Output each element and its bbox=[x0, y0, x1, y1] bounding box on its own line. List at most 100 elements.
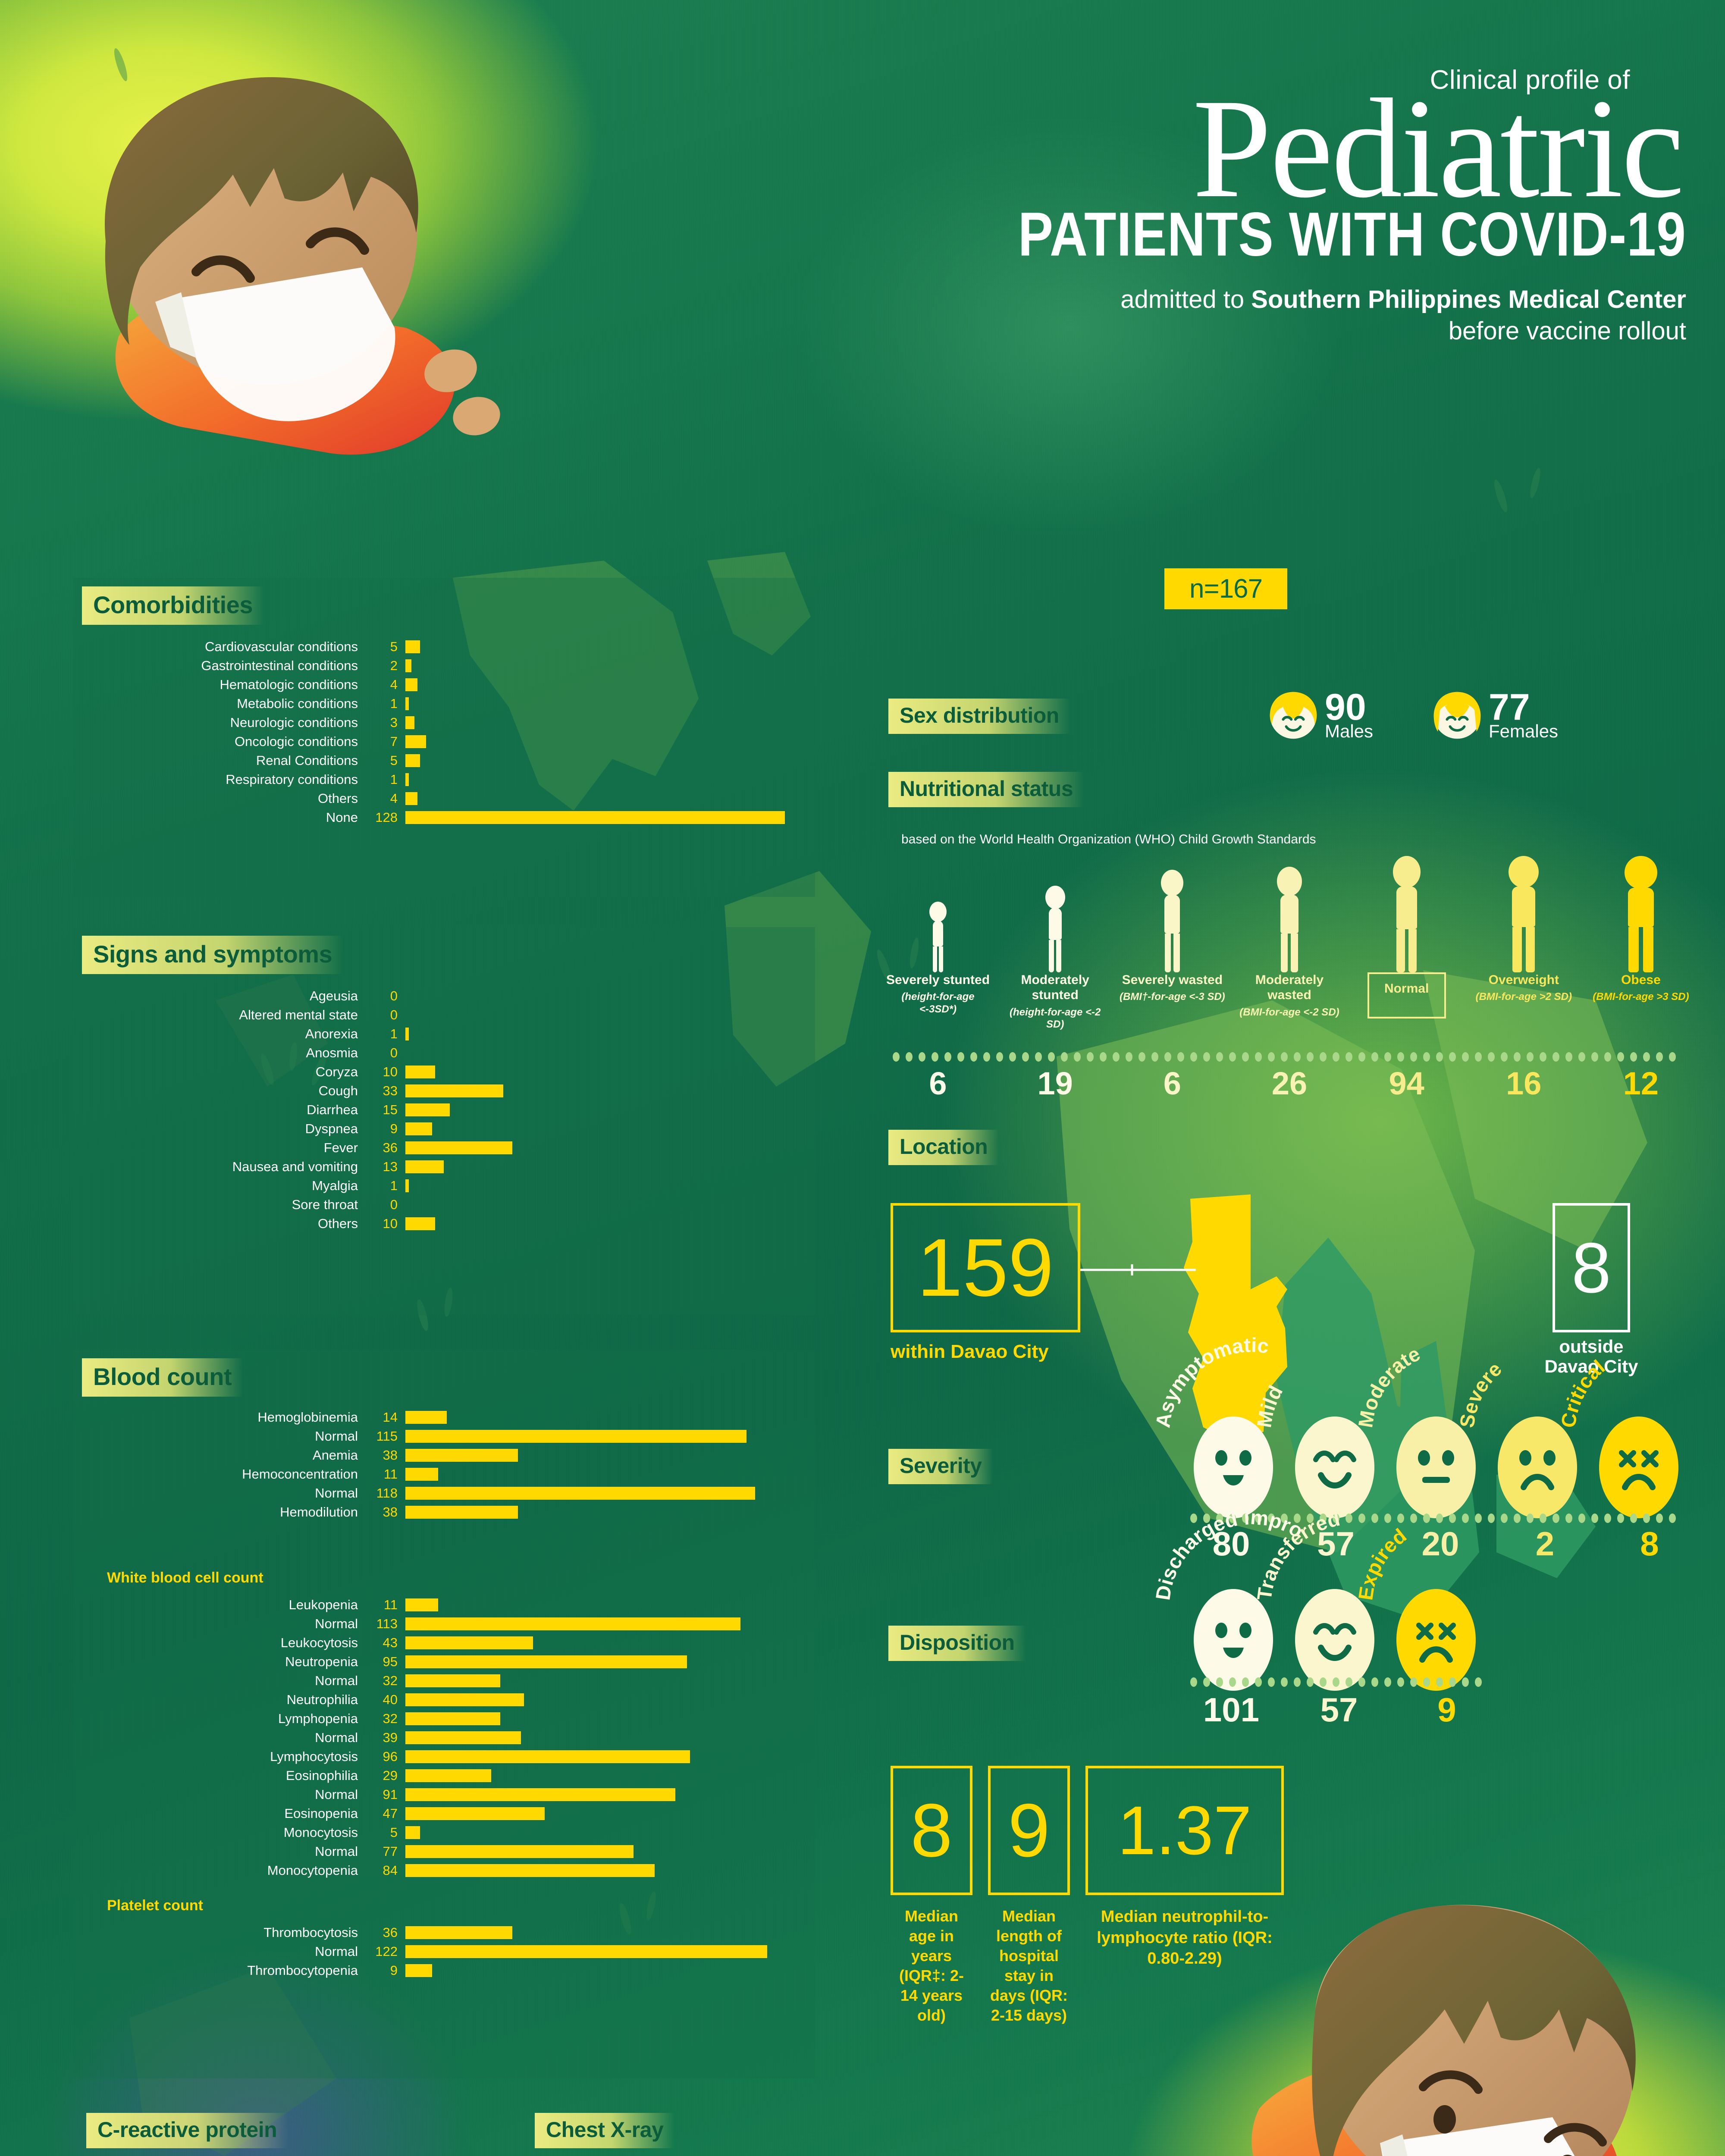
row-label: Others bbox=[317, 791, 358, 806]
data-row: Lymphocytosis 96 bbox=[82, 1747, 815, 1766]
divider-dot bbox=[1255, 1677, 1262, 1687]
nutrition-heading-wrap: Nutritional status bbox=[888, 772, 1085, 807]
svg-text:Expired: Expired bbox=[1354, 1524, 1411, 1601]
data-row: Leukocytosis 43 bbox=[82, 1633, 815, 1652]
nutrition-label: Severely stunted (height-for-age <-3SD*) bbox=[884, 972, 992, 1015]
comorbidities-list: Cardiovascular conditions 5 Gastrointestin… bbox=[82, 637, 815, 827]
row-label: Monocytosis bbox=[283, 1825, 358, 1840]
data-row: Ageusia 0 bbox=[82, 987, 815, 1006]
severity-heading: Severity bbox=[888, 1449, 993, 1484]
location-outside-label-1: outside bbox=[1559, 1336, 1624, 1357]
divider-dot bbox=[1578, 1514, 1585, 1523]
page-subtitle: PATIENTS WITH COVID-19 bbox=[1018, 199, 1686, 269]
divider-dot bbox=[1617, 1514, 1624, 1523]
row-value: 38 bbox=[383, 1448, 398, 1463]
row-bar-track bbox=[405, 1006, 785, 1025]
divider-dot bbox=[996, 1052, 1003, 1062]
divider-dot bbox=[1022, 1052, 1029, 1062]
row-bar-track bbox=[405, 808, 785, 827]
data-row: Normal 122 bbox=[82, 1942, 815, 1961]
row-value: 43 bbox=[383, 1635, 398, 1650]
row-bar-track bbox=[405, 1690, 785, 1709]
divider-dot bbox=[1294, 1677, 1301, 1687]
sex-heading-wrap: Sex distribution bbox=[888, 699, 1070, 734]
location-outside-label-2: Davao City bbox=[1544, 1356, 1638, 1377]
row-label: Gastrointestinal conditions bbox=[201, 658, 358, 673]
header-block: Clinical profile of Pediatric PATIENTS W… bbox=[496, 65, 1686, 345]
nutrition-label-name: Overweight bbox=[1488, 973, 1559, 987]
row-value: 36 bbox=[383, 1925, 398, 1940]
row-value: 13 bbox=[383, 1159, 398, 1174]
row-bar-track bbox=[405, 1633, 785, 1652]
row-label: Monocytopenia bbox=[267, 1863, 358, 1878]
row-bar bbox=[405, 1217, 435, 1230]
row-bar bbox=[405, 1598, 438, 1611]
divider-dot bbox=[906, 1052, 913, 1062]
location-within-label: within Davao City bbox=[891, 1341, 1049, 1362]
nutrition-person-figure bbox=[1127, 856, 1217, 972]
blood-heading: Blood count bbox=[82, 1358, 243, 1397]
median-value-box: 8 bbox=[891, 1766, 972, 1895]
location-heading-wrap: Location bbox=[888, 1130, 999, 1165]
median-stats: 8 Median age in years (IQR‡: 2-14 years o… bbox=[891, 1766, 1425, 2025]
divider-dot bbox=[1578, 1052, 1585, 1062]
divider-dot bbox=[932, 1052, 938, 1062]
divider-dot bbox=[1397, 1677, 1404, 1687]
row-bar bbox=[405, 1084, 503, 1097]
location-within-value: 159 bbox=[917, 1222, 1054, 1313]
row-label: Renal Conditions bbox=[256, 753, 358, 768]
data-row: Monocytosis 5 bbox=[82, 1823, 815, 1842]
data-row: Normal 39 bbox=[82, 1728, 815, 1747]
row-bar bbox=[405, 1845, 634, 1858]
divider-dot bbox=[1630, 1514, 1637, 1523]
row-value: 36 bbox=[383, 1140, 398, 1155]
severity-item: Critical bbox=[1556, 1355, 1682, 1522]
row-label: Anemia bbox=[312, 1448, 358, 1463]
divider-dot bbox=[1630, 1052, 1637, 1062]
data-row: Neutrophilia 40 bbox=[82, 1690, 815, 1709]
row-label: Lymphocytosis bbox=[270, 1749, 358, 1764]
severity-face-icon bbox=[1599, 1416, 1678, 1518]
row-label: Thrombocytopenia bbox=[247, 1963, 358, 1978]
row-label: Cardiovascular conditions bbox=[205, 639, 358, 654]
disposition-divider-dots bbox=[1190, 1677, 1492, 1687]
divider-dot bbox=[944, 1052, 951, 1062]
data-row: Normal 115 bbox=[82, 1427, 815, 1446]
median-value: 8 bbox=[910, 1788, 953, 1873]
data-row: Altered mental state 0 bbox=[82, 1006, 815, 1025]
row-value: 118 bbox=[376, 1485, 398, 1501]
platelet-subheading: Platelet count bbox=[107, 1897, 203, 1914]
svg-text:Moderate: Moderate bbox=[1354, 1342, 1424, 1429]
location-heading: Location bbox=[888, 1130, 999, 1165]
divider-dot bbox=[1656, 1514, 1663, 1523]
row-bar bbox=[405, 1926, 512, 1939]
row-bar bbox=[405, 1769, 492, 1782]
row-label: Leukocytosis bbox=[280, 1635, 358, 1650]
header-line3: admitted to Southern Philippines Medical… bbox=[496, 285, 1686, 314]
row-bar-track bbox=[405, 1804, 785, 1823]
row-label: Normal bbox=[315, 1429, 358, 1444]
divider-dot bbox=[1126, 1052, 1132, 1062]
row-bar bbox=[405, 1122, 432, 1135]
nutrition-person-figure bbox=[1596, 856, 1686, 972]
header-line3-prefix: admitted to bbox=[1120, 285, 1251, 313]
row-label: Sore throat bbox=[292, 1197, 358, 1212]
row-label: Eosinopenia bbox=[284, 1806, 358, 1821]
data-row: None 128 bbox=[82, 808, 815, 827]
row-bar bbox=[405, 1065, 435, 1078]
divider-dot bbox=[1643, 1052, 1650, 1062]
row-bar-track bbox=[405, 1214, 785, 1233]
divider-dot bbox=[1410, 1052, 1417, 1062]
nutrition-label: Normal bbox=[1353, 972, 1461, 1019]
svg-text:Critical: Critical bbox=[1556, 1355, 1609, 1429]
svg-text:Mild: Mild bbox=[1252, 1382, 1287, 1429]
sex-male-group: 90 Males bbox=[1268, 689, 1373, 741]
nutrition-heading: Nutritional status bbox=[888, 772, 1085, 807]
row-bar bbox=[405, 1655, 687, 1668]
row-bar-track bbox=[405, 1728, 785, 1747]
divider-dot bbox=[1268, 1677, 1275, 1687]
divider-dot bbox=[1436, 1677, 1443, 1687]
row-bar-track bbox=[405, 656, 785, 675]
row-value: 32 bbox=[383, 1711, 398, 1726]
row-value: 96 bbox=[383, 1749, 398, 1764]
